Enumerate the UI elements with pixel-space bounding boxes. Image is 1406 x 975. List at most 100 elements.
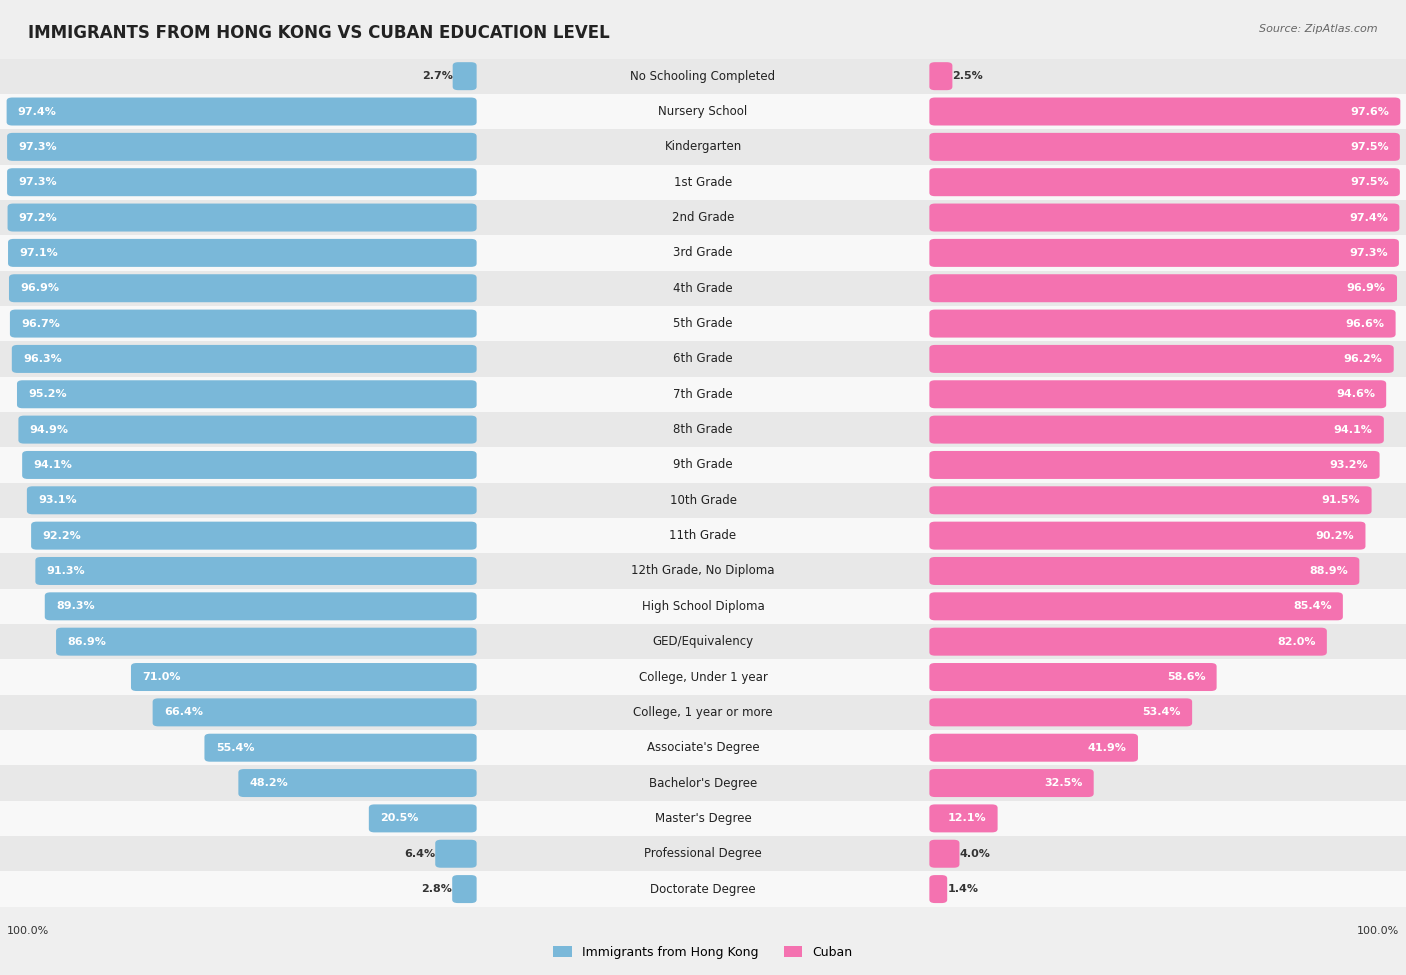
Text: 91.5%: 91.5%: [1322, 495, 1361, 505]
FancyBboxPatch shape: [929, 557, 1360, 585]
Text: 8th Grade: 8th Grade: [673, 423, 733, 436]
Text: 82.0%: 82.0%: [1277, 637, 1316, 646]
Text: 71.0%: 71.0%: [142, 672, 181, 682]
FancyBboxPatch shape: [239, 769, 477, 797]
Text: 89.3%: 89.3%: [56, 602, 94, 611]
FancyBboxPatch shape: [929, 98, 1400, 126]
Bar: [0, 694, 1406, 730]
Text: 97.5%: 97.5%: [1350, 177, 1389, 187]
Text: 94.6%: 94.6%: [1336, 389, 1375, 400]
Text: 66.4%: 66.4%: [165, 707, 202, 718]
Bar: [0, 129, 1406, 165]
Text: 10th Grade: 10th Grade: [669, 493, 737, 507]
FancyBboxPatch shape: [929, 593, 1343, 620]
Bar: [0, 872, 1406, 907]
Bar: [0, 235, 1406, 270]
Text: 97.2%: 97.2%: [18, 213, 58, 222]
FancyBboxPatch shape: [929, 239, 1399, 267]
Text: 93.2%: 93.2%: [1330, 460, 1368, 470]
Text: Source: ZipAtlas.com: Source: ZipAtlas.com: [1260, 24, 1378, 34]
Text: 41.9%: 41.9%: [1088, 743, 1126, 753]
FancyBboxPatch shape: [929, 522, 1365, 550]
FancyBboxPatch shape: [8, 239, 477, 267]
Text: 96.2%: 96.2%: [1344, 354, 1382, 364]
Text: 91.3%: 91.3%: [46, 566, 86, 576]
FancyBboxPatch shape: [8, 274, 477, 302]
Text: College, Under 1 year: College, Under 1 year: [638, 671, 768, 683]
Bar: [0, 270, 1406, 306]
Bar: [0, 800, 1406, 836]
Text: 96.7%: 96.7%: [21, 319, 60, 329]
Text: Associate's Degree: Associate's Degree: [647, 741, 759, 755]
Text: 97.4%: 97.4%: [1350, 213, 1388, 222]
Text: 97.3%: 97.3%: [1348, 248, 1388, 258]
Bar: [0, 624, 1406, 659]
FancyBboxPatch shape: [17, 380, 477, 409]
FancyBboxPatch shape: [929, 487, 1372, 514]
FancyBboxPatch shape: [929, 204, 1399, 231]
Text: 5th Grade: 5th Grade: [673, 317, 733, 331]
Bar: [0, 589, 1406, 624]
Bar: [0, 765, 1406, 800]
Text: 96.3%: 96.3%: [22, 354, 62, 364]
Bar: [0, 836, 1406, 872]
Bar: [0, 94, 1406, 129]
Text: 32.5%: 32.5%: [1045, 778, 1083, 788]
FancyBboxPatch shape: [7, 98, 477, 126]
FancyBboxPatch shape: [7, 204, 477, 231]
Bar: [0, 200, 1406, 235]
FancyBboxPatch shape: [929, 274, 1398, 302]
FancyBboxPatch shape: [22, 451, 477, 479]
Text: Kindergarten: Kindergarten: [665, 140, 741, 153]
Text: High School Diploma: High School Diploma: [641, 600, 765, 613]
FancyBboxPatch shape: [929, 804, 998, 833]
FancyBboxPatch shape: [204, 734, 477, 761]
Bar: [0, 483, 1406, 518]
Legend: Immigrants from Hong Kong, Cuban: Immigrants from Hong Kong, Cuban: [548, 941, 858, 964]
FancyBboxPatch shape: [929, 734, 1137, 761]
Text: 96.6%: 96.6%: [1346, 319, 1385, 329]
FancyBboxPatch shape: [929, 169, 1400, 196]
Bar: [0, 165, 1406, 200]
Bar: [0, 518, 1406, 553]
FancyBboxPatch shape: [31, 522, 477, 550]
Text: 100.0%: 100.0%: [1357, 926, 1399, 936]
Text: 4.0%: 4.0%: [959, 848, 990, 859]
Text: 48.2%: 48.2%: [250, 778, 288, 788]
Text: 11th Grade: 11th Grade: [669, 529, 737, 542]
FancyBboxPatch shape: [929, 628, 1327, 655]
Text: 95.2%: 95.2%: [28, 389, 67, 400]
Text: 88.9%: 88.9%: [1309, 566, 1348, 576]
Text: 12.1%: 12.1%: [948, 813, 987, 824]
Text: 94.1%: 94.1%: [34, 460, 72, 470]
Text: 2.5%: 2.5%: [952, 71, 983, 81]
Bar: [0, 306, 1406, 341]
Text: Professional Degree: Professional Degree: [644, 847, 762, 860]
Text: 6.4%: 6.4%: [404, 848, 436, 859]
FancyBboxPatch shape: [35, 557, 477, 585]
Text: 6th Grade: 6th Grade: [673, 352, 733, 366]
FancyBboxPatch shape: [929, 380, 1386, 409]
Text: 12th Grade, No Diploma: 12th Grade, No Diploma: [631, 565, 775, 577]
Text: 58.6%: 58.6%: [1167, 672, 1205, 682]
FancyBboxPatch shape: [929, 876, 948, 903]
FancyBboxPatch shape: [929, 663, 1216, 691]
Bar: [0, 58, 1406, 94]
Text: 96.9%: 96.9%: [20, 283, 59, 293]
Text: 97.1%: 97.1%: [20, 248, 58, 258]
Text: 1.4%: 1.4%: [948, 884, 979, 894]
Text: Master's Degree: Master's Degree: [655, 812, 751, 825]
Text: IMMIGRANTS FROM HONG KONG VS CUBAN EDUCATION LEVEL: IMMIGRANTS FROM HONG KONG VS CUBAN EDUCA…: [28, 24, 610, 42]
Text: 100.0%: 100.0%: [7, 926, 49, 936]
FancyBboxPatch shape: [10, 310, 477, 337]
Text: College, 1 year or more: College, 1 year or more: [633, 706, 773, 719]
Text: 86.9%: 86.9%: [67, 637, 107, 646]
FancyBboxPatch shape: [929, 451, 1379, 479]
Text: 85.4%: 85.4%: [1294, 602, 1331, 611]
Text: 2.7%: 2.7%: [422, 71, 453, 81]
Text: 20.5%: 20.5%: [380, 813, 419, 824]
Bar: [0, 341, 1406, 376]
FancyBboxPatch shape: [45, 593, 477, 620]
FancyBboxPatch shape: [929, 839, 959, 868]
Bar: [0, 448, 1406, 483]
